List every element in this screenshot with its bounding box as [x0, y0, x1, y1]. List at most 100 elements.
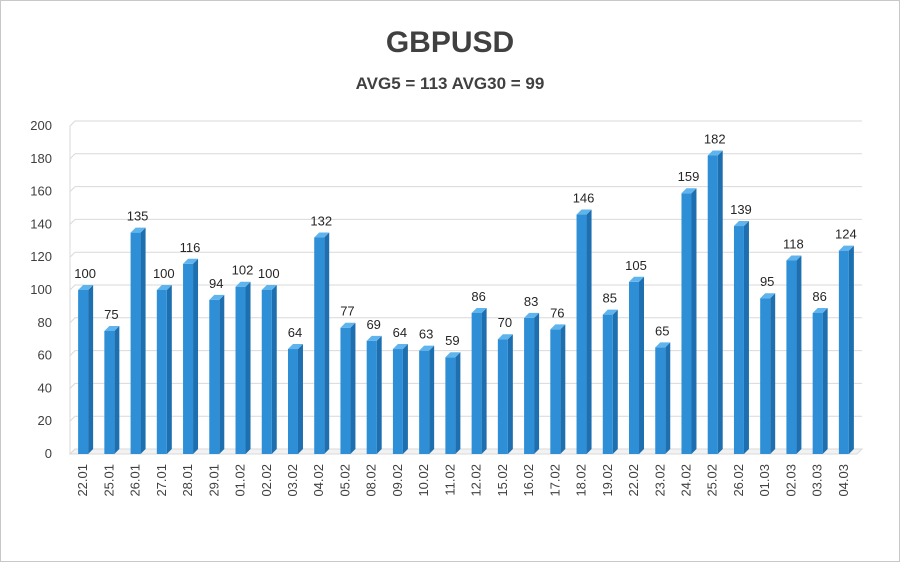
- bar-top: [576, 209, 592, 215]
- bar-top: [812, 307, 828, 313]
- bar-top: [550, 324, 566, 330]
- data-label: 100: [74, 266, 96, 281]
- bar-side: [639, 276, 645, 454]
- x-tick-label: 25.02: [705, 464, 720, 497]
- x-tick-label: 04.03: [836, 464, 851, 497]
- x-tick-label: 04.02: [311, 464, 326, 497]
- x-tick-label: 17.02: [547, 464, 562, 497]
- data-label: 85: [603, 291, 617, 306]
- bar-15.02: [497, 334, 513, 454]
- bar-top: [655, 342, 671, 348]
- data-label: 95: [760, 274, 774, 289]
- x-tick-label: 11.02: [442, 464, 457, 496]
- bar-side: [350, 322, 356, 454]
- bar-front: [419, 350, 430, 454]
- y-tick-label: 20: [38, 413, 52, 428]
- x-tick-label: 22.01: [75, 464, 90, 497]
- bar-01.02: [235, 281, 251, 454]
- data-label: 135: [127, 209, 149, 224]
- x-tick-label: 01.03: [757, 464, 772, 497]
- bar-front: [629, 281, 640, 454]
- bar-22.02: [629, 276, 645, 454]
- bar-top: [156, 285, 172, 290]
- x-tick-label: 03.03: [810, 464, 825, 497]
- bar-side: [743, 221, 749, 454]
- bar-18.02: [576, 209, 592, 454]
- bar-front: [314, 237, 325, 454]
- bar-27.01: [156, 285, 172, 454]
- bar-side: [193, 258, 199, 454]
- data-label: 64: [393, 325, 407, 340]
- x-tick-label: 01.02: [233, 464, 248, 497]
- data-labels: 100 75 135 100 116 94 102 100 64 132 77 69 64 63 59 86 7…: [74, 132, 856, 349]
- data-label: 65: [655, 323, 669, 338]
- x-tick-label: 16.02: [521, 464, 536, 497]
- x-tick-label: 29.01: [206, 464, 221, 497]
- bar-side: [691, 188, 697, 455]
- bar-front: [655, 347, 666, 454]
- bar-28.01: [183, 258, 199, 454]
- x-tick-label: 02.03: [783, 464, 798, 497]
- bar-02.03: [786, 255, 802, 454]
- bar-side: [481, 307, 487, 454]
- data-label: 118: [783, 236, 804, 251]
- data-label: 70: [498, 315, 512, 330]
- bar-top: [183, 258, 199, 264]
- bar-25.02: [707, 150, 723, 454]
- bar-front: [576, 214, 587, 454]
- x-tick-label: 27.01: [154, 464, 169, 497]
- bar-side: [770, 293, 776, 454]
- x-tick-label: 28.01: [180, 464, 195, 497]
- bar-side: [429, 345, 435, 454]
- bar-top: [104, 326, 120, 331]
- bar-04.02: [314, 232, 330, 454]
- bar-top: [340, 322, 356, 328]
- bar-12.02: [471, 307, 487, 454]
- bar-top: [760, 293, 776, 299]
- bar-02.02: [261, 285, 277, 454]
- bar-top: [445, 352, 461, 358]
- bar-front: [602, 314, 613, 454]
- bar-top: [209, 294, 225, 300]
- bar-side: [140, 227, 146, 454]
- data-label: 94: [209, 276, 223, 291]
- y-axis: 0 20 40 60 80 100 120 140 160 180 200: [30, 118, 52, 461]
- y-tick-label: 80: [38, 315, 52, 330]
- data-label: 86: [471, 289, 485, 304]
- bar-side: [219, 294, 225, 454]
- data-label: 77: [340, 304, 354, 319]
- x-tick-label: 15.02: [495, 464, 510, 497]
- bar-05.02: [340, 322, 356, 454]
- data-label: 75: [104, 307, 118, 322]
- gridline-20: [69, 415, 862, 422]
- bars: [78, 150, 854, 455]
- data-label: 132: [310, 214, 332, 229]
- bar-side: [507, 334, 513, 454]
- bar-top: [366, 335, 382, 341]
- gridline-200: [69, 120, 862, 127]
- x-tick-label: 08.02: [364, 464, 379, 497]
- data-label: 76: [550, 305, 564, 320]
- data-label: 86: [812, 289, 826, 304]
- bar-03.03: [812, 307, 828, 454]
- x-tick-label: 03.02: [285, 464, 300, 497]
- grid-lines: [68, 120, 864, 455]
- chart-subtitle: AVG5 = 113 AVG30 = 99: [355, 74, 545, 93]
- bar-side: [796, 255, 802, 454]
- data-label: 69: [366, 317, 380, 332]
- x-tick-label: 26.02: [731, 464, 746, 497]
- bar-front: [497, 339, 508, 454]
- bar-09.02: [392, 344, 408, 454]
- data-label: 116: [180, 240, 201, 255]
- bar-17.02: [550, 324, 566, 454]
- bar-top: [497, 334, 513, 340]
- data-label: 64: [288, 325, 302, 340]
- bar-24.02: [681, 188, 697, 455]
- bar-front: [392, 349, 403, 454]
- bar-top: [838, 245, 854, 251]
- bar-side: [822, 307, 828, 454]
- bar-front: [445, 357, 456, 454]
- bar-front: [786, 260, 797, 454]
- data-label: 182: [704, 132, 726, 147]
- bar-side: [612, 309, 618, 454]
